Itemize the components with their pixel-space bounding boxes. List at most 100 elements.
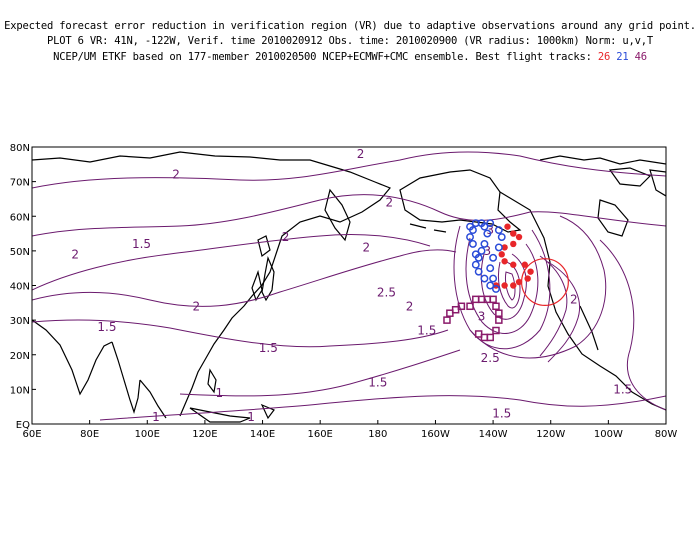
track-46-marker bbox=[443, 316, 451, 324]
contour-label: 1 bbox=[247, 410, 255, 424]
track-21-marker bbox=[468, 240, 477, 248]
contour-label: 1.5 bbox=[97, 320, 116, 334]
track-46-marker bbox=[489, 295, 497, 304]
lat-tick-label: 30N bbox=[10, 316, 30, 327]
lat-tick-label: 60N bbox=[10, 212, 30, 223]
lon-tick-label: 100W bbox=[594, 429, 623, 440]
lon-tick-label: 180 bbox=[368, 429, 387, 440]
track-26-marker bbox=[521, 261, 528, 268]
lon-tick-label: 140W bbox=[479, 429, 508, 440]
contour-label: 2.5 bbox=[481, 351, 500, 365]
title-line-3: NCEP/UM ETKF based on 177-member 2010020… bbox=[0, 51, 700, 63]
contour-label: 3 bbox=[484, 244, 492, 258]
track-21-marker bbox=[468, 226, 477, 235]
track-21-marker bbox=[477, 246, 486, 255]
track-21-marker bbox=[494, 226, 503, 235]
track-26-label: 26 bbox=[597, 51, 611, 63]
track-21-marker bbox=[477, 219, 486, 228]
track-46-marker bbox=[457, 302, 466, 311]
flight-tracks bbox=[443, 219, 534, 342]
verification-region-circle bbox=[520, 258, 569, 307]
contour-label: 1.5 bbox=[492, 407, 511, 421]
track-46-marker bbox=[474, 330, 483, 338]
title-line-2: PLOT 6 VR: 41N, -122W, Verif. time 20100… bbox=[46, 35, 654, 47]
track-26-marker bbox=[504, 223, 511, 230]
lon-tick-label: 160E bbox=[307, 429, 332, 440]
contour-label: 1 bbox=[215, 386, 223, 400]
track-26-marker bbox=[515, 233, 523, 241]
lat-tick-label: 50N bbox=[10, 247, 30, 258]
title-line-3-text: NCEP/UM ETKF based on 177-member 2010020… bbox=[53, 51, 598, 63]
contour-label: 2 bbox=[71, 247, 79, 261]
flight-track-26 bbox=[492, 223, 534, 289]
lat-tick-label: 10N bbox=[10, 385, 30, 396]
track-21-marker bbox=[486, 219, 495, 228]
lon-tick-label: 60E bbox=[22, 429, 41, 440]
track-21-marker bbox=[480, 274, 489, 283]
track-21-marker bbox=[483, 229, 492, 238]
contour-label: 2 bbox=[362, 240, 370, 254]
track-21-marker bbox=[471, 250, 480, 259]
lat-tick-label: 80N bbox=[10, 143, 30, 154]
contour-label: 1.5 bbox=[259, 341, 278, 355]
track-46-marker bbox=[492, 302, 500, 311]
lon-tick-label: 80W bbox=[655, 429, 678, 440]
track-46-marker bbox=[495, 316, 503, 324]
track-21-marker bbox=[489, 274, 498, 283]
track-21-marker bbox=[486, 264, 495, 273]
lon-tick-label: 140E bbox=[250, 429, 275, 440]
track-21-marker bbox=[497, 233, 506, 241]
track-46-marker bbox=[492, 326, 500, 335]
track-21-marker bbox=[494, 243, 503, 252]
contour-label: 2 bbox=[357, 147, 365, 161]
track-26-marker bbox=[515, 278, 523, 286]
lat-tick-label: 40N bbox=[10, 282, 30, 293]
contour-label: 2 bbox=[282, 230, 290, 244]
track-21-marker bbox=[474, 267, 483, 276]
track-46-marker bbox=[495, 309, 503, 317]
contour-label: 3 bbox=[478, 310, 486, 324]
track-26-marker bbox=[498, 251, 505, 258]
flight-track-46 bbox=[443, 295, 503, 342]
track-21-marker bbox=[480, 240, 489, 248]
contour-label: 1.5 bbox=[132, 237, 151, 251]
lon-tick-label: 160W bbox=[421, 429, 450, 440]
track-46-label: 46 bbox=[634, 51, 647, 63]
lon-tick-label: 80E bbox=[80, 429, 99, 440]
coastlines bbox=[32, 151, 666, 423]
track-26-marker bbox=[501, 282, 508, 289]
contour-label: 2 bbox=[172, 168, 180, 182]
track-26-marker bbox=[501, 244, 508, 251]
track-21-marker bbox=[492, 285, 500, 293]
track-26-marker bbox=[501, 258, 508, 265]
contour-label: 1.5 bbox=[368, 375, 387, 389]
contour-label: 1 bbox=[152, 410, 160, 424]
contour-label: 3 bbox=[486, 223, 494, 237]
track-26-marker bbox=[510, 261, 517, 268]
contour-label: 2 bbox=[192, 299, 200, 313]
contours bbox=[32, 151, 666, 421]
track-26-marker bbox=[510, 240, 517, 248]
lon-tick-label: 120W bbox=[536, 429, 565, 440]
track-26-marker bbox=[510, 282, 517, 289]
contour-label: 2 bbox=[386, 195, 394, 209]
contour-label: 2 bbox=[570, 292, 578, 306]
contour-label: 1.5 bbox=[417, 324, 436, 338]
track-26-marker bbox=[524, 275, 531, 282]
track-46-marker bbox=[466, 302, 474, 311]
track-26-marker bbox=[527, 268, 534, 275]
lon-tick-label: 120E bbox=[192, 429, 217, 440]
title-line-1: Expected forecast error reduction in ver… bbox=[4, 20, 696, 32]
track-21-marker bbox=[489, 253, 498, 262]
lat-tick-label: 70N bbox=[10, 178, 30, 189]
contour-label: 2 bbox=[406, 299, 414, 313]
lat-tick-label: 20N bbox=[10, 351, 30, 362]
track-26-marker bbox=[510, 230, 517, 237]
lat-tick-label: EQ bbox=[16, 420, 30, 431]
lon-tick-label: 100E bbox=[135, 429, 160, 440]
track-21-label: 21 bbox=[616, 51, 629, 63]
